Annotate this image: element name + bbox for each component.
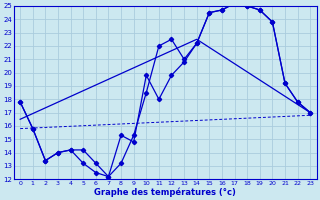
X-axis label: Graphe des températures (°c): Graphe des températures (°c) [94,187,236,197]
